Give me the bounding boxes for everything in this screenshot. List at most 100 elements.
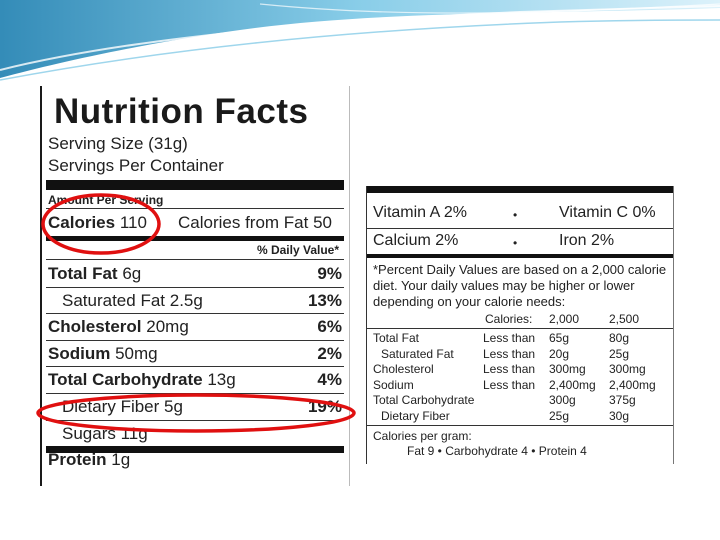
nutrient-amount: 13g (207, 370, 236, 390)
nutrient-name-amount: Sugars 11g (48, 424, 148, 444)
dv-qualifier: Less than (483, 346, 536, 361)
daily-value-header: % Daily Value* (256, 243, 339, 257)
thick-divider (46, 180, 344, 190)
nutrient-name: Dietary Fiber (62, 397, 160, 416)
dv-value-2500: 300mg (609, 362, 646, 376)
nutrient-name-amount: Dietary Fiber 5g (48, 397, 183, 417)
serving-size: Serving Size (31g) (48, 134, 188, 153)
nutrient-name: Sodium (48, 343, 111, 363)
dv-value-2000: 2,400mg (549, 377, 596, 392)
dv-value-2000: 300g (549, 393, 576, 407)
divider (46, 366, 344, 368)
dv-qualifier: Less than (483, 331, 536, 345)
divider (367, 328, 673, 329)
nutrient-row: Cholesterol 20mg 6% (48, 317, 342, 341)
nutrient-name: Cholesterol (48, 317, 142, 337)
nutrient-amount: 5g (164, 397, 183, 416)
iron: Iron 2% (559, 232, 615, 249)
nutrient-daily-percent: 4% (317, 370, 342, 390)
nutrient-daily-percent: 2% (317, 343, 342, 363)
daily-values-footnote-label: Vitamin A 2% • Vitamin C 0% Calcium 2% •… (366, 186, 674, 464)
calories-line: Calories 110 (48, 213, 147, 233)
dv-value-2000: 20g (549, 346, 570, 361)
dv-value-2500: 30g (609, 408, 630, 423)
nutrient-row: Protein 1g (48, 450, 342, 474)
nutrient-amount: 1g (111, 450, 131, 470)
daily-value-footnote: *Percent Daily Values are based on a 2,0… (373, 262, 667, 309)
dv-nutrient: Total Fat (373, 331, 420, 345)
medium-divider (367, 254, 673, 258)
nutrition-facts-title: Nutrition Facts (54, 92, 309, 131)
dv-nutrient: Saturated Fat (381, 346, 454, 361)
dv-value-2500: 80g (609, 331, 630, 345)
divider (46, 208, 344, 209)
divider (46, 313, 344, 315)
dv-nutrient: Dietary Fiber (381, 408, 450, 423)
divider (46, 259, 344, 260)
dv-row: Total Fat Less than 65g 80g (371, 331, 671, 347)
dv-row: Saturated Fat Less than 20g 25g (371, 347, 671, 363)
nutrient-name-amount: Saturated Fat 2.5g (48, 291, 203, 311)
nutrient-daily-percent: 19% (307, 397, 342, 416)
calories-per-gram-values: Fat 9 • Carbohydrate 4 • Protein 4 (407, 444, 587, 458)
vitamin-row: Vitamin A 2% • Vitamin C 0% (367, 202, 673, 228)
dv-value-2000: 25g (549, 408, 570, 423)
daily-value-rows: Total Fat Less than 65g 80g Saturated Fat Les… (371, 331, 671, 424)
nutrient-row: Total Carbohydrate 13g 4% (48, 370, 342, 394)
dv-qualifier: Less than (483, 377, 536, 392)
nutrient-name: Total Fat (48, 264, 118, 283)
dv-nutrient: Sodium (373, 377, 414, 392)
nutrient-name: Protein (48, 450, 107, 470)
calories-label: Calories (48, 213, 116, 232)
divider (46, 286, 344, 288)
calories-per-gram-label: Calories per gram: (373, 429, 472, 443)
dv-row: Dietary Fiber 25g 30g (371, 409, 671, 425)
calcium: Calcium 2% (373, 232, 459, 249)
nutrient-amount: 20mg (146, 317, 189, 337)
dv-header-row: Calories: 2,000 2,500 (371, 312, 671, 328)
dv-qualifier: Less than (483, 362, 536, 376)
nutrient-daily-percent: 6% (317, 317, 342, 337)
nutrient-daily-percent: 9% (317, 264, 342, 283)
daily-value-table: Calories: 2,000 2,500 (371, 312, 671, 328)
mineral-row: Calcium 2% • Iron 2% (367, 230, 673, 256)
dv-value-2500: 25g (609, 346, 630, 361)
dv-row: Sodium Less than 2,400mg 2,400mg (371, 378, 671, 394)
header-swoosh-decoration (0, 0, 720, 81)
servings-per-container: Servings Per Container (48, 156, 224, 175)
nutrient-name: Sugars (62, 423, 116, 443)
divider (46, 393, 344, 394)
nutrient-name-amount: Cholesterol 20mg (48, 317, 189, 337)
dv-value-2000: 300mg (549, 362, 586, 376)
vitamin-a: Vitamin A 2% (373, 204, 467, 221)
calories-value: 110 (119, 213, 147, 232)
calories-from-fat: Calories from Fat 50 (178, 213, 332, 232)
nutrient-amount: 6g (122, 264, 142, 283)
nutrient-row: Total Fat 6g 9% (48, 264, 342, 288)
dv-row: Cholesterol Less than 300mg 300mg (371, 362, 671, 378)
divider (46, 419, 344, 421)
divider (367, 228, 673, 229)
bullet: • (513, 236, 518, 250)
dv-nutrient: Total Carbohydrate (373, 393, 475, 407)
dv-row: Total Carbohydrate 300g 375g (371, 393, 671, 409)
nutrient-row: Sugars 11g (48, 424, 342, 448)
nutrient-name-amount: Sodium 50mg (48, 344, 158, 364)
dv-nutrient: Cholesterol (373, 362, 434, 376)
nutrient-amount: 50mg (115, 343, 158, 363)
divider (367, 425, 673, 426)
divider (46, 339, 344, 341)
dv-value-2500: 375g (609, 393, 636, 407)
nutrient-name: Saturated Fat (62, 290, 166, 310)
medium-divider (46, 236, 344, 241)
thick-divider (367, 186, 673, 193)
nutrient-daily-percent: 13% (307, 290, 342, 310)
amount-per-serving: Amount Per Serving (48, 193, 164, 207)
nutrient-row: Sodium 50mg 2% (48, 344, 342, 368)
nutrition-facts-label: Nutrition Facts Serving Size (31g) Servi… (40, 86, 350, 486)
nutrient-amount: 2.5g (169, 290, 203, 310)
nutrient-row: Saturated Fat 2.5g 13% (48, 291, 342, 315)
nutrient-amount: 11g (120, 423, 148, 443)
nutrient-name-amount: Total Carbohydrate 13g (48, 370, 236, 390)
nutrient-row: Dietary Fiber 5g 19% (48, 397, 342, 421)
